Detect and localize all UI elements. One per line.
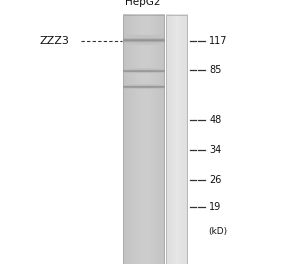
Bar (166, 15, 187, 264)
Text: 85: 85 (209, 65, 222, 75)
Text: HepG2: HepG2 (125, 0, 161, 7)
Text: 48: 48 (209, 115, 222, 125)
Text: 26: 26 (209, 175, 222, 185)
Bar (123, 15, 164, 264)
Text: ZZZ3: ZZZ3 (40, 36, 70, 46)
Text: (kD): (kD) (208, 227, 227, 236)
Text: 19: 19 (209, 202, 222, 212)
Text: 117: 117 (209, 36, 228, 46)
Text: 34: 34 (209, 145, 222, 155)
